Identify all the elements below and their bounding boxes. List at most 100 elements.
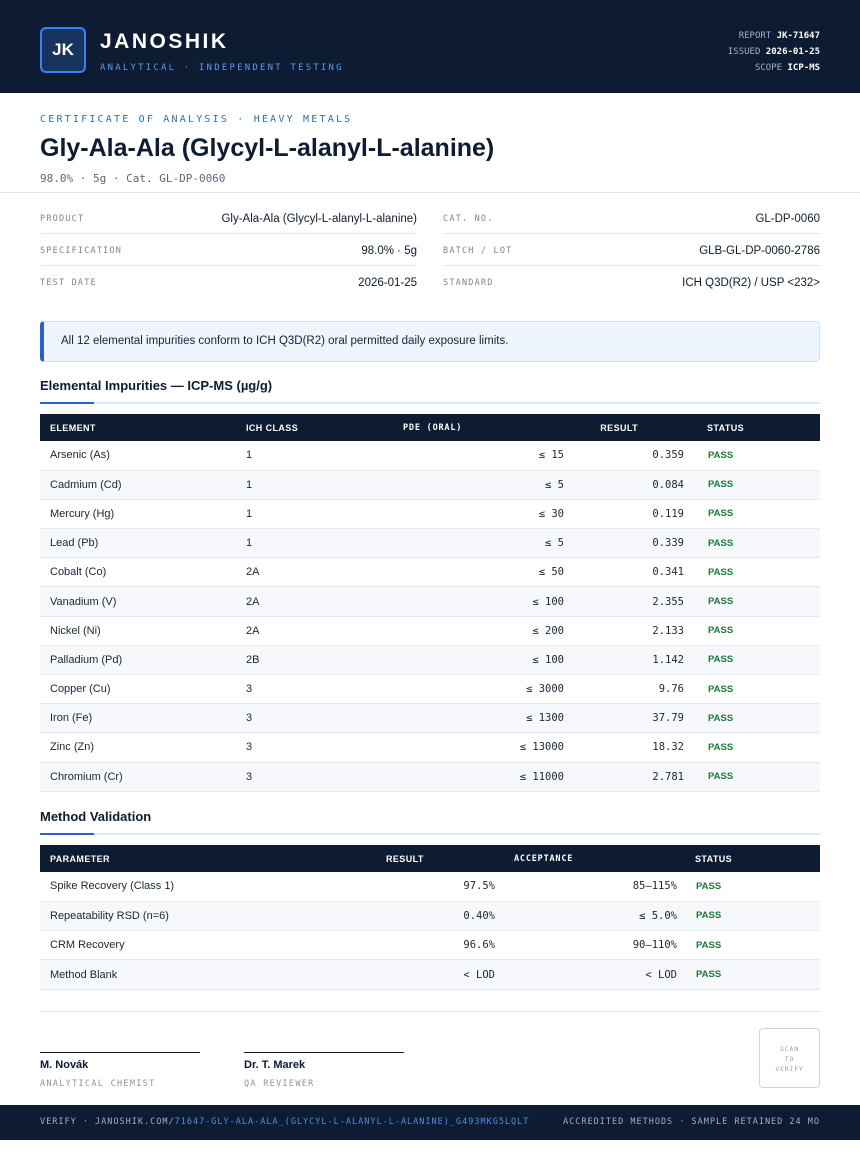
signature-name-chemist: M. Novák: [40, 1059, 89, 1071]
result-cell: 0.341: [564, 557, 688, 588]
ich-class-cell: 3: [246, 762, 403, 792]
column-header-status: STATUS: [707, 422, 745, 433]
impurities-section-underline: [40, 402, 820, 404]
brand-name: JANOSHIK: [100, 30, 229, 53]
parameter-cell: Spike Recovery (Class 1): [40, 872, 340, 902]
signature-line-chemist: [40, 1052, 200, 1053]
column-header-val-status: STATUS: [695, 853, 733, 864]
validation-result-cell: < LOD: [340, 959, 495, 990]
status-badge: PASS: [688, 645, 820, 676]
validation-result-cell: 97.5%: [340, 872, 495, 902]
report-footer: VERIFY · JANOSHIK.COM/71647-GLY-ALA-ALA_…: [0, 1105, 860, 1140]
element-cell: Palladium (Pd): [40, 645, 246, 676]
acceptance-cell: < LOD: [495, 959, 677, 990]
status-badge: PASS: [677, 901, 820, 932]
page-title: Gly-Ala-Ala (Glycyl-L-alanyl-L-alanine): [40, 134, 495, 162]
ich-class-cell: 2A: [246, 586, 403, 617]
table-row: Nickel (Ni) 2A ≤ 200 2.133 PASS: [40, 616, 820, 646]
verify-url-path[interactable]: 71647-GLY-ALA-ALA_(GLYCYL-L-ALANYL-L-ALA…: [174, 1117, 530, 1127]
element-cell: Arsenic (As): [40, 441, 246, 471]
verify-link[interactable]: VERIFY · JANOSHIK.COM/71647-GLY-ALA-ALA_…: [40, 1117, 530, 1127]
result-cell: 9.76: [564, 674, 688, 705]
table-row: Palladium (Pd) 2B ≤ 100 1.142 PASS: [40, 645, 820, 676]
table-row: Lead (Pb) 1 ≤ 5 0.339 PASS: [40, 528, 820, 559]
status-badge: PASS: [677, 930, 820, 961]
impurities-table-header: ELEMENT ICH CLASS PDE (ORAL) RESULT STAT…: [40, 414, 820, 441]
verify-qr-code[interactable]: SCAN TO VERIFY: [759, 1028, 820, 1088]
impurities-section-title: Elemental Impurities — ICP-MS (µg/g): [40, 378, 273, 393]
column-header-pde: PDE (ORAL): [403, 422, 463, 433]
table-row: Zinc (Zn) 3 ≤ 13000 18.32 PASS: [40, 732, 820, 763]
info-row-standard: STANDARD ICH Q3D(R2) / USP <232>: [443, 277, 820, 289]
brand-tagline: ANALYTICAL · INDEPENDENT TESTING: [100, 63, 344, 73]
ich-class-cell: 3: [246, 674, 403, 705]
info-column-right: CAT. NO. GL-DP-0060 BATCH / LOT GLB-GL-D…: [443, 202, 820, 298]
parameter-cell: Method Blank: [40, 959, 340, 990]
pde-cell: ≤ 30: [403, 499, 564, 530]
element-cell: Nickel (Ni): [40, 616, 246, 646]
issued-date-line: ISSUED 2026-01-25: [727, 47, 820, 57]
status-badge: PASS: [677, 959, 820, 990]
element-cell: Lead (Pb): [40, 528, 246, 559]
result-cell: 0.119: [564, 499, 688, 530]
table-row: Vanadium (V) 2A ≤ 100 2.355 PASS: [40, 586, 820, 617]
report-meta: REPORT JK-71647 ISSUED 2026-01-25 SCOPE …: [728, 28, 820, 76]
ich-class-cell: 1: [246, 441, 403, 471]
status-badge: PASS: [677, 872, 820, 902]
validation-result-cell: 96.6%: [340, 930, 495, 961]
signature-divider: [40, 1011, 820, 1012]
status-badge: PASS: [688, 732, 820, 763]
pde-cell: ≤ 100: [403, 586, 564, 617]
acceptance-cell: ≤ 5.0%: [495, 901, 677, 932]
footer-accreditation: ACCREDITED METHODS · SAMPLE RETAINED 24 …: [563, 1117, 820, 1127]
pde-cell: ≤ 100: [403, 645, 564, 676]
conformance-notice-text: All 12 elemental impurities conform to I…: [61, 335, 509, 347]
pde-cell: ≤ 3000: [403, 674, 564, 705]
ich-class-cell: 1: [246, 499, 403, 530]
info-column-left: PRODUCT Gly-Ala-Ala (Glycyl-L-alanyl-L-a…: [40, 202, 417, 298]
signature-role-reviewer: QA REVIEWER: [244, 1079, 315, 1089]
ich-class-cell: 3: [246, 732, 403, 763]
status-badge: PASS: [688, 441, 820, 471]
info-row-product: PRODUCT Gly-Ala-Ala (Glycyl-L-alanyl-L-a…: [40, 202, 417, 234]
element-cell: Chromium (Cr): [40, 762, 246, 792]
result-cell: 0.339: [564, 528, 688, 559]
result-cell: 2.355: [564, 586, 688, 617]
ich-class-cell: 3: [246, 703, 403, 734]
report-id-line: REPORT JK-71647: [738, 31, 820, 41]
info-row-cat-no: CAT. NO. GL-DP-0060: [443, 202, 820, 234]
validation-table: PARAMETER RESULT ACCEPTANCE STATUS Spike…: [40, 845, 820, 990]
result-cell: 2.133: [564, 616, 688, 646]
table-row: Iron (Fe) 3 ≤ 1300 37.79 PASS: [40, 703, 820, 734]
pde-cell: ≤ 50: [403, 557, 564, 588]
status-badge: PASS: [688, 616, 820, 646]
info-row-test-date: TEST DATE 2026-01-25: [40, 277, 417, 289]
status-badge: PASS: [688, 586, 820, 617]
conformance-notice: All 12 elemental impurities conform to I…: [40, 321, 820, 362]
validation-section-underline: [40, 833, 820, 835]
validation-section-title: Method Validation: [40, 809, 152, 824]
result-cell: 1.142: [564, 645, 688, 676]
signature-name-reviewer: Dr. T. Marek: [244, 1059, 306, 1071]
column-header-val-result: RESULT: [386, 853, 424, 864]
element-cell: Cobalt (Co): [40, 557, 246, 588]
ich-class-cell: 2A: [246, 557, 403, 588]
element-cell: Vanadium (V): [40, 586, 246, 617]
column-header-acceptance: ACCEPTANCE: [514, 853, 574, 864]
table-row: Chromium (Cr) 3 ≤ 11000 2.781 PASS: [40, 762, 820, 792]
ich-class-cell: 1: [246, 470, 403, 500]
brand-logo: JK: [40, 27, 86, 73]
scope-line: SCOPE ICP-MS: [754, 63, 820, 73]
result-cell: 18.32: [564, 732, 688, 763]
pde-cell: ≤ 11000: [403, 762, 564, 792]
result-cell: 0.084: [564, 470, 688, 500]
info-row-specification: SPECIFICATION 98.0% · 5g: [40, 234, 417, 266]
column-header-ich-class: ICH CLASS: [246, 422, 299, 433]
column-header-element: ELEMENT: [50, 422, 96, 433]
ich-class-cell: 2B: [246, 645, 403, 676]
pde-cell: ≤ 5: [403, 528, 564, 559]
element-cell: Zinc (Zn): [40, 732, 246, 763]
table-row: Method Blank < LOD < LOD PASS: [40, 959, 820, 990]
parameter-cell: CRM Recovery: [40, 930, 340, 961]
pde-cell: ≤ 1300: [403, 703, 564, 734]
